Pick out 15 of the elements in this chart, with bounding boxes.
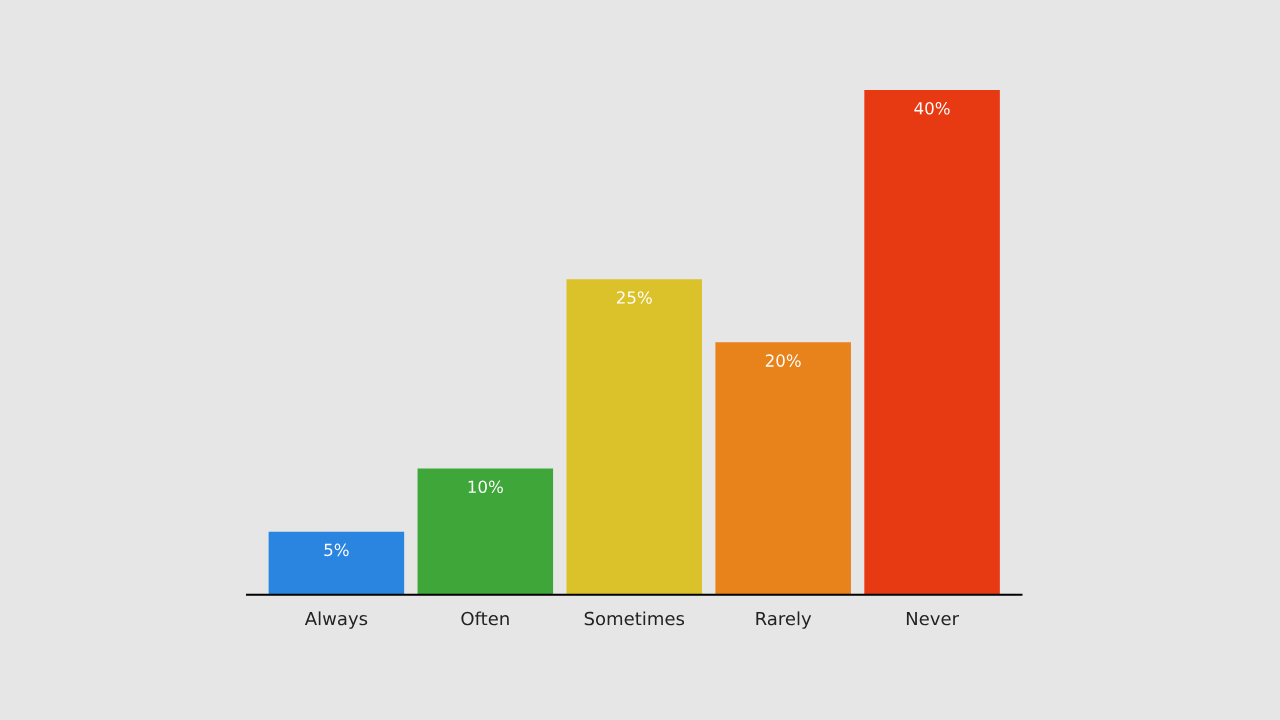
data-label: 20%	[765, 354, 801, 367]
bar	[566, 279, 702, 595]
x-tick-label: Never	[906, 611, 959, 626]
data-label: 10%	[468, 480, 503, 494]
data-label: 25%	[616, 291, 652, 304]
x-tick-label: Always	[304, 611, 368, 629]
data-label: 40%	[914, 101, 950, 115]
x-tick-label: Sometimes	[584, 611, 685, 626]
bar	[417, 468, 554, 595]
x-tick-label: Rarely	[756, 611, 812, 629]
x-tick-label: Often	[461, 611, 509, 626]
bar	[715, 342, 851, 595]
bar	[268, 531, 405, 595]
bar	[864, 90, 1000, 595]
data-label: 5%	[324, 543, 349, 557]
